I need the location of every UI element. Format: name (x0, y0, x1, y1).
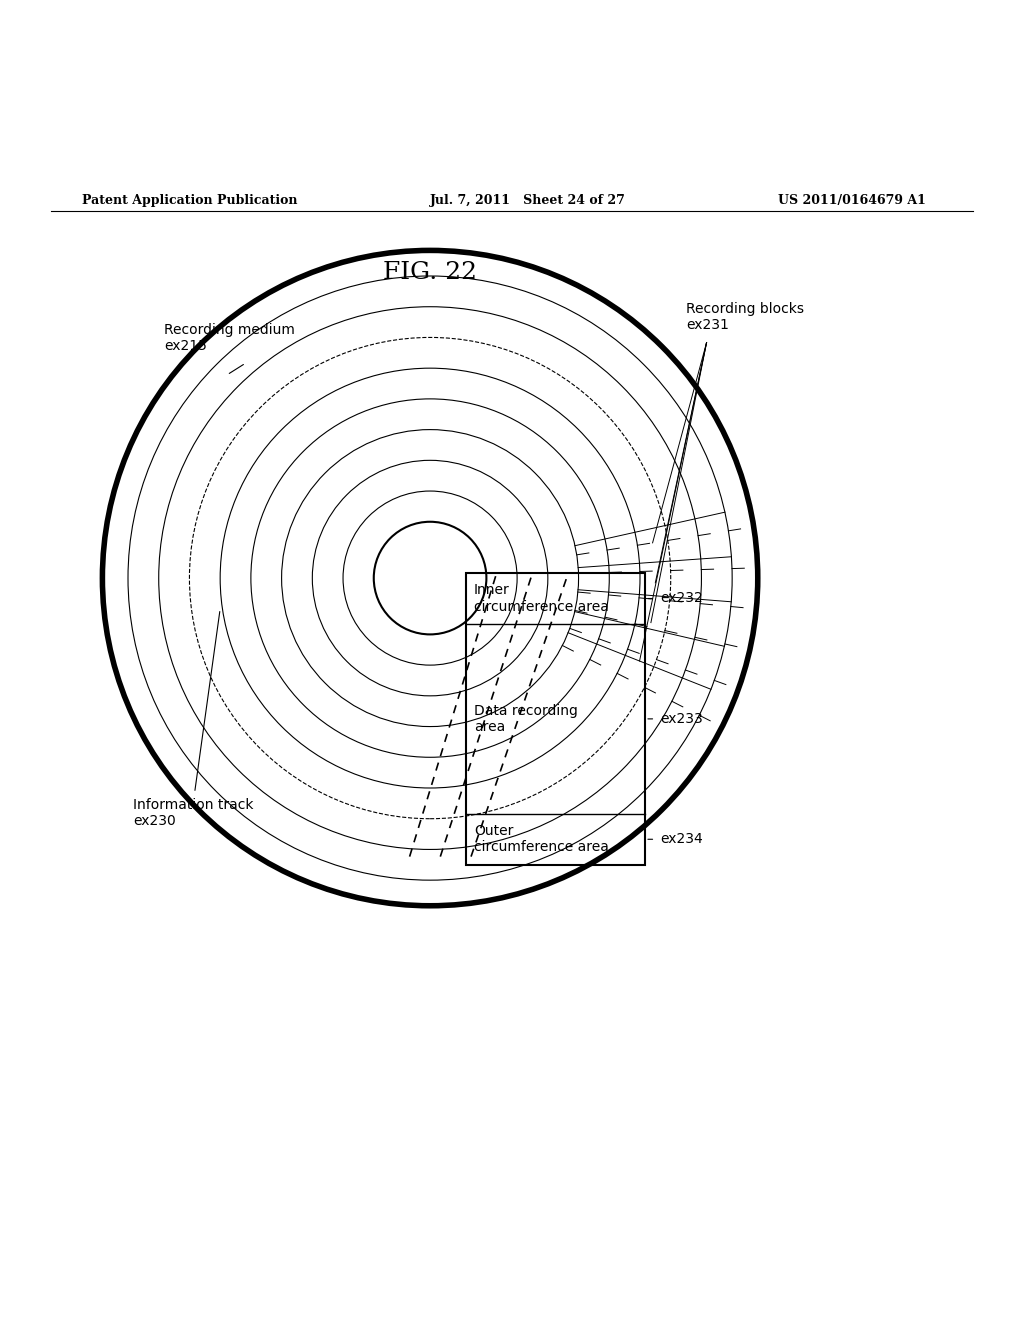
Text: Recording blocks
ex231: Recording blocks ex231 (686, 302, 804, 333)
Text: Inner
circumference area: Inner circumference area (474, 583, 609, 614)
Text: US 2011/0164679 A1: US 2011/0164679 A1 (778, 194, 926, 207)
Text: Outer
circumference area: Outer circumference area (474, 824, 609, 854)
Text: FIG. 22: FIG. 22 (383, 260, 477, 284)
Text: Patent Application Publication: Patent Application Publication (82, 194, 297, 207)
Text: Recording medium
ex215: Recording medium ex215 (164, 322, 295, 352)
Text: Data recording
area: Data recording area (474, 704, 578, 734)
Text: Jul. 7, 2011   Sheet 24 of 27: Jul. 7, 2011 Sheet 24 of 27 (430, 194, 626, 207)
Text: ex233: ex233 (660, 711, 703, 726)
Bar (466, 573, 645, 865)
Text: Information track
ex230: Information track ex230 (133, 799, 254, 829)
Text: ex232: ex232 (660, 591, 703, 606)
Text: ex234: ex234 (660, 833, 703, 846)
